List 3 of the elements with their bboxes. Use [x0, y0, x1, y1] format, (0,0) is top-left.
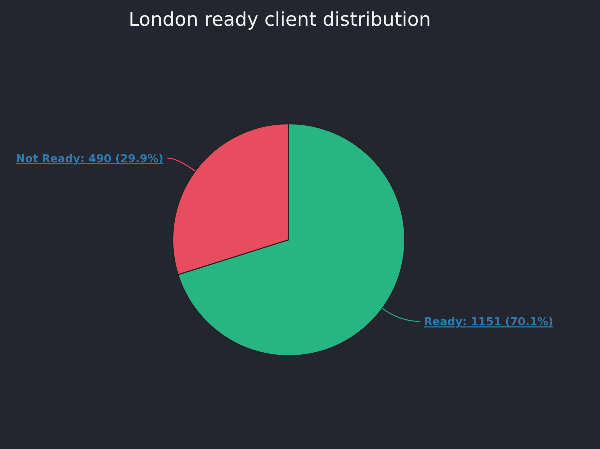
slice-label: Ready: 1151 (70.1%) — [424, 316, 554, 329]
chart-title: London ready client distribution — [128, 9, 432, 31]
slice-label: Not Ready: 490 (29.9%) — [16, 152, 164, 166]
